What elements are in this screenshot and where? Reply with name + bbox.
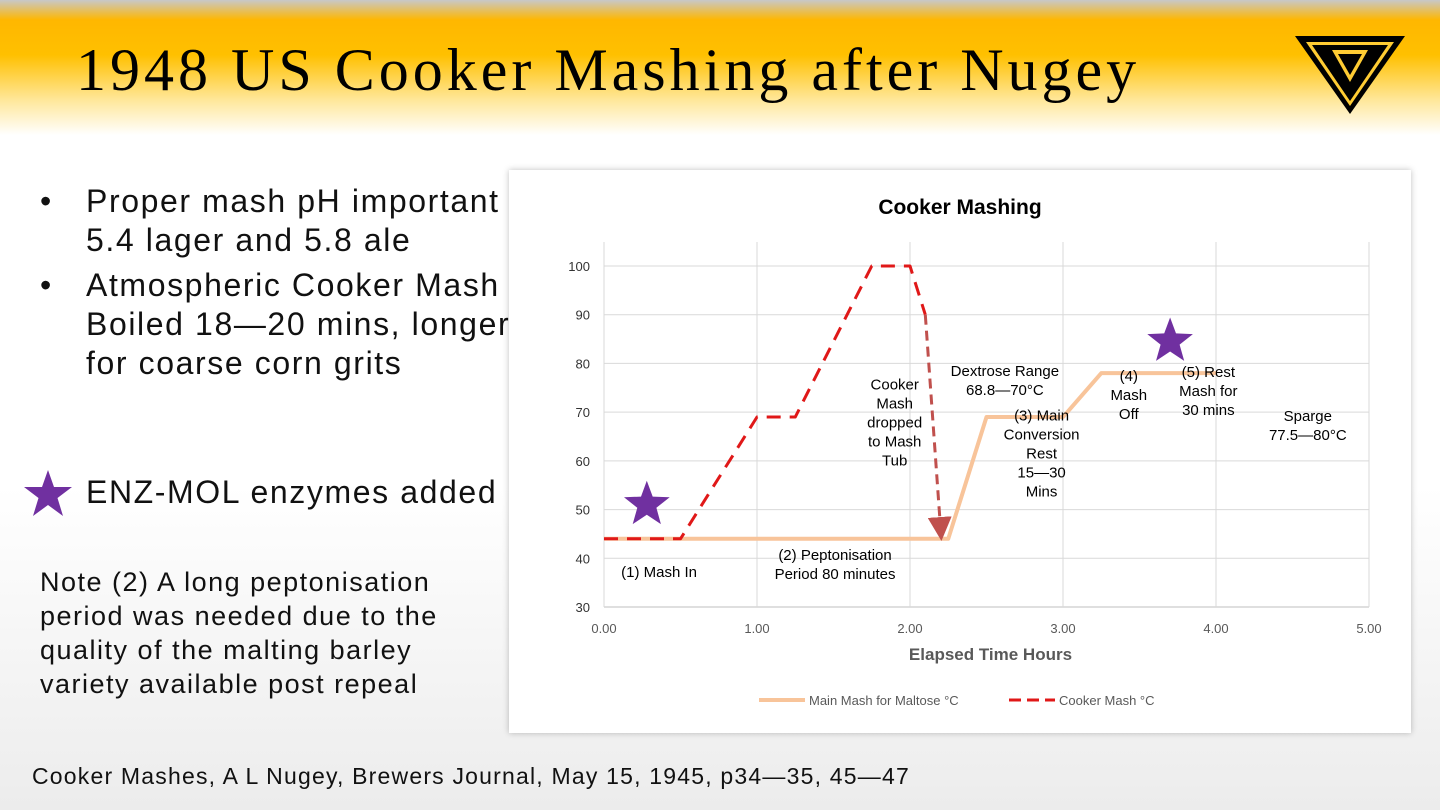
chart-annotation: to Mash [868,433,921,450]
bullet-marker: • [40,183,53,219]
bullet-ph: • Proper mash pH important 5.4 lager and… [40,182,520,260]
chart-annotation: Mins [1026,484,1058,501]
x-tick-label: 0.00 [591,621,616,636]
title-banner [0,0,1440,135]
star-marker-icon [1147,317,1193,361]
chart-annotation: (5) Rest [1182,364,1236,381]
x-tick-label: 3.00 [1050,621,1075,636]
series-line-cooker-mash [604,264,927,541]
chart-annotation: 30 mins [1182,402,1235,419]
x-tick-label: 2.00 [897,621,922,636]
legend-label-main-mash: Main Mash for Maltose °C [809,693,959,708]
chart-annotation: (2) Peptonisation [778,547,891,564]
chart-annotation: Mash [876,395,913,412]
chart-annotation: 15—30 [1017,465,1065,482]
chart-title: Cooker Mashing [878,196,1041,219]
chart-annotation: dropped [867,414,922,431]
enzyme-label: ENZ-MOL enzymes added [86,474,498,510]
bullet-text: Atmospheric Cooker Mash Boiled 18—20 min… [86,267,511,381]
citation: Cooker Mashes, A L Nugey, Brewers Journa… [32,763,910,789]
enzyme-legend: ENZ-MOL enzymes added [22,466,522,522]
y-tick-label: 40 [576,551,590,566]
x-tick-label: 1.00 [744,621,769,636]
star-icon [24,470,72,516]
bullet-marker: • [40,267,53,303]
chart-annotation: Off [1119,406,1140,423]
chart-annotation: Conversion [1004,427,1080,444]
chart-annotation: Dextrose Range [951,363,1059,380]
y-tick-label: 90 [576,308,590,323]
chart-annotation: Tub [882,452,907,469]
y-tick-label: 100 [568,259,590,274]
chart-annotation: Mash [1110,387,1147,404]
x-tick-label: 4.00 [1203,621,1228,636]
series-line-main-mash [604,371,1216,541]
transfer-arrow [923,314,952,542]
triangle-logo-icon [1295,36,1405,114]
chart-annotation: (1) Mash In [621,564,697,581]
y-tick-label: 80 [576,356,590,371]
y-tick-label: 30 [576,600,590,615]
x-axis-title: Elapsed Time Hours [909,645,1072,664]
y-tick-label: 60 [576,454,590,469]
bullet-text: Proper mash pH important 5.4 lager and 5… [86,183,500,258]
chart-annotation: Sparge [1284,408,1332,425]
chart-annotation: (3) Main [1014,408,1069,425]
bullet-list: • Proper mash pH important 5.4 lager and… [40,182,520,389]
chart-annotation: Rest [1026,446,1058,463]
x-tick-label: 5.00 [1356,621,1381,636]
chart-annotation: 77.5—80°C [1269,427,1347,444]
chart-annotation: Period 80 minutes [775,566,896,583]
slide-title: 1948 US Cooker Mashing after Nugey [76,37,1141,103]
chart-annotation: Mash for [1179,383,1237,400]
legend-label-cooker-mash: Cooker Mash °C [1059,693,1155,708]
star-marker-icon [624,480,670,525]
note-text: Note (2) A long peptonisation period was… [40,567,438,699]
y-tick-label: 70 [576,405,590,420]
chart-annotation: 68.8—70°C [966,382,1044,399]
chart-container: Cooker Mashing 30 40 50 60 70 80 90 100 0.00 1.00 2… [509,170,1411,733]
cooker-mashing-chart: Cooker Mashing 30 40 50 60 70 80 90 100 0.00 1.00 2… [568,196,1381,708]
chart-annotation: Cooker [871,376,919,393]
bullet-cooker-mash: • Atmospheric Cooker Mash Boiled 18—20 m… [40,266,520,383]
chart-annotation: (4) [1120,368,1138,385]
y-tick-label: 50 [576,503,590,518]
